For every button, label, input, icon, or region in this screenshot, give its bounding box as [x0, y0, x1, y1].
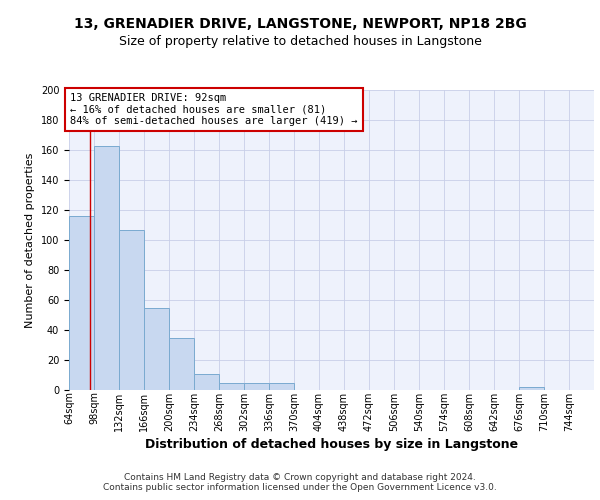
Bar [244, 382, 269, 390]
Bar [194, 374, 219, 390]
Bar [169, 338, 194, 390]
Text: Size of property relative to detached houses in Langstone: Size of property relative to detached ho… [119, 35, 481, 48]
Bar [219, 382, 244, 390]
Y-axis label: Number of detached properties: Number of detached properties [25, 152, 35, 328]
Bar [519, 387, 544, 390]
Bar [144, 308, 169, 390]
Text: 13 GRENADIER DRIVE: 92sqm
← 16% of detached houses are smaller (81)
84% of semi-: 13 GRENADIER DRIVE: 92sqm ← 16% of detac… [70, 93, 358, 126]
Text: Contains HM Land Registry data © Crown copyright and database right 2024.
Contai: Contains HM Land Registry data © Crown c… [103, 473, 497, 492]
Text: 13, GRENADIER DRIVE, LANGSTONE, NEWPORT, NP18 2BG: 13, GRENADIER DRIVE, LANGSTONE, NEWPORT,… [74, 18, 526, 32]
Bar [94, 146, 119, 390]
Bar [119, 230, 144, 390]
X-axis label: Distribution of detached houses by size in Langstone: Distribution of detached houses by size … [145, 438, 518, 450]
Bar [269, 382, 294, 390]
Bar [69, 216, 94, 390]
